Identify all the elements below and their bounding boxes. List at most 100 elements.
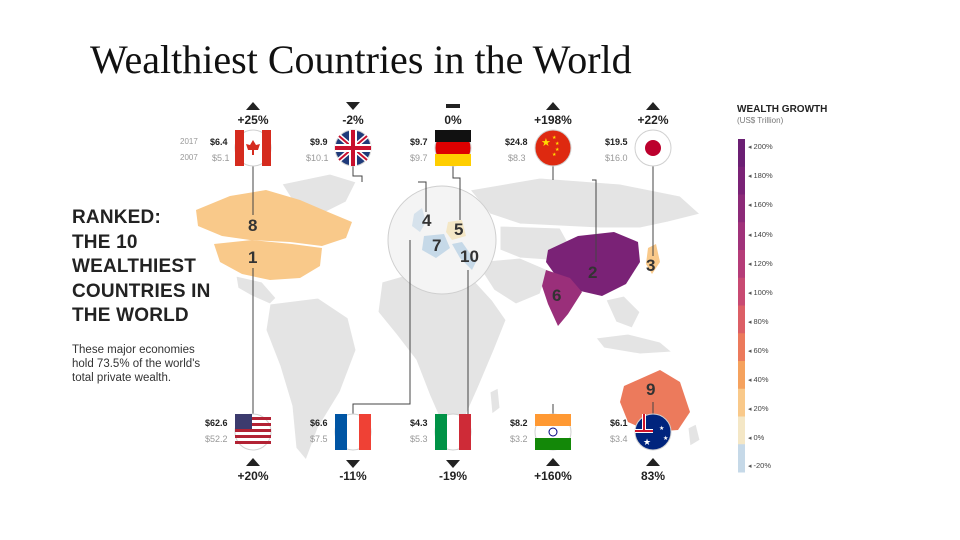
highlighted-countries [196,190,690,432]
change-france: -11% [339,469,367,483]
arrow-down-icon [346,460,360,468]
wealth-2017-australia: $6.1 [610,418,628,428]
wealth-2007-italy: $5.3 [410,434,428,444]
year-2007-label: 2007 [180,153,198,162]
arrow-up-icon [546,458,560,466]
legend-bar [738,139,745,473]
wealth-2007-canada: $5.1 [212,153,230,163]
wealth-2007-france: $7.5 [310,434,328,444]
wealth-2017-canada: $6.4 [210,137,228,147]
legend-swatch [738,194,745,223]
legend-label: 120% [748,259,773,268]
svg-text:★: ★ [552,135,557,141]
wealth-2007-japan: $16.0 [605,153,628,163]
arrow-up-icon [646,102,660,110]
change-germany: 0% [444,113,462,127]
country-shape-uk [412,208,426,232]
wealth-2007-uk: $10.1 [306,153,329,163]
flag-uk [334,129,372,167]
legend-label: 140% [748,230,773,239]
svg-text:★: ★ [555,147,560,153]
legend-label: 180% [748,171,773,180]
wealth-2007-germany: $9.7 [410,153,428,163]
flag-germany [434,129,472,167]
ranked-heading: RANKED: THE 10 WEALTHIEST COUNTRIES IN T… [72,206,211,329]
country-shape-canada [196,190,352,246]
legend-swatch [738,444,745,473]
country-shape-italy [452,242,476,270]
country-shape-france [422,234,450,258]
country-shape-japan [646,244,660,274]
wealth-2007-usa: $52.2 [205,434,228,444]
svg-text:★: ★ [663,435,668,442]
svg-text:★: ★ [643,437,651,447]
connector-lines [252,166,654,414]
flag-canada [234,129,272,167]
arrow-up-icon [246,102,260,110]
landmass-madagascar [489,387,501,415]
change-usa: +20% [237,469,269,483]
connector-china-b [592,179,597,262]
legend-swatch [738,361,745,390]
legend-label: 40% [748,375,769,384]
arrow-up-icon [546,102,560,110]
legend-swatch [738,139,745,168]
flag-usa [234,413,272,451]
connector-germany [452,166,461,220]
arrow-up-icon [646,458,660,466]
legend-label: 80% [748,317,769,326]
arrow-down-icon [446,460,460,468]
flag-china: ★ ★ ★ ★ ★ [534,129,572,167]
legend-swatch [738,333,745,362]
ranked-line: THE WORLD [72,305,189,326]
legend-label: 20% [748,404,769,413]
svg-text:★: ★ [541,137,551,149]
legend-swatch [738,305,745,334]
legend-label: 0% [748,433,765,442]
arrow-up-icon [246,458,260,466]
rank-usa: 1 [248,248,258,267]
ranked-line: COUNTRIES IN [72,280,211,302]
rank-germany: 5 [454,220,464,239]
legend-label: 60% [748,346,769,355]
legend-title: WEALTH GROWTH [737,104,828,115]
change-australia: 83% [640,469,666,483]
country-shape-usa [214,240,322,280]
legend-swatch [738,277,745,306]
rank-india: 6 [552,286,562,305]
change-india: +160% [534,469,572,483]
landmass-central-america [235,275,277,305]
connector-germany-b [418,181,427,212]
rank-australia: 9 [646,380,656,399]
wealth-2017-france: $6.6 [310,418,328,428]
change-canada: +25% [237,113,269,127]
year-2017-label: 2017 [180,137,198,146]
change-italy: -19% [438,469,467,483]
flag-italy [434,413,472,451]
ranked-line: WEALTHIEST [72,256,197,277]
wealth-2007-china: $8.3 [508,153,526,163]
rank-canada: 8 [248,216,258,235]
landmass-south-america [265,297,357,461]
flag-india [534,413,572,451]
landmass-indonesia [595,333,674,355]
arrow-down-icon [346,102,360,110]
connector-france [352,240,411,414]
slide-title: Wealthiest Countries in the World [90,37,632,82]
legend-swatch [738,388,745,417]
legend-label: 100% [748,288,773,297]
rank-uk: 4 [422,211,432,230]
svg-text:★: ★ [552,152,557,158]
country-shape-australia [620,370,690,432]
wealth-2017-china: $24.8 [505,137,528,147]
change-japan: +22% [637,113,669,127]
europe-zoom [387,185,497,295]
legend-swatch [738,416,745,445]
legend-label: -20% [748,461,772,470]
wealth-2017-japan: $19.5 [605,137,628,147]
landmass-russia [469,177,702,229]
legend-swatch [738,222,745,251]
rank-france: 7 [432,236,442,255]
country-shape-india [542,270,582,326]
